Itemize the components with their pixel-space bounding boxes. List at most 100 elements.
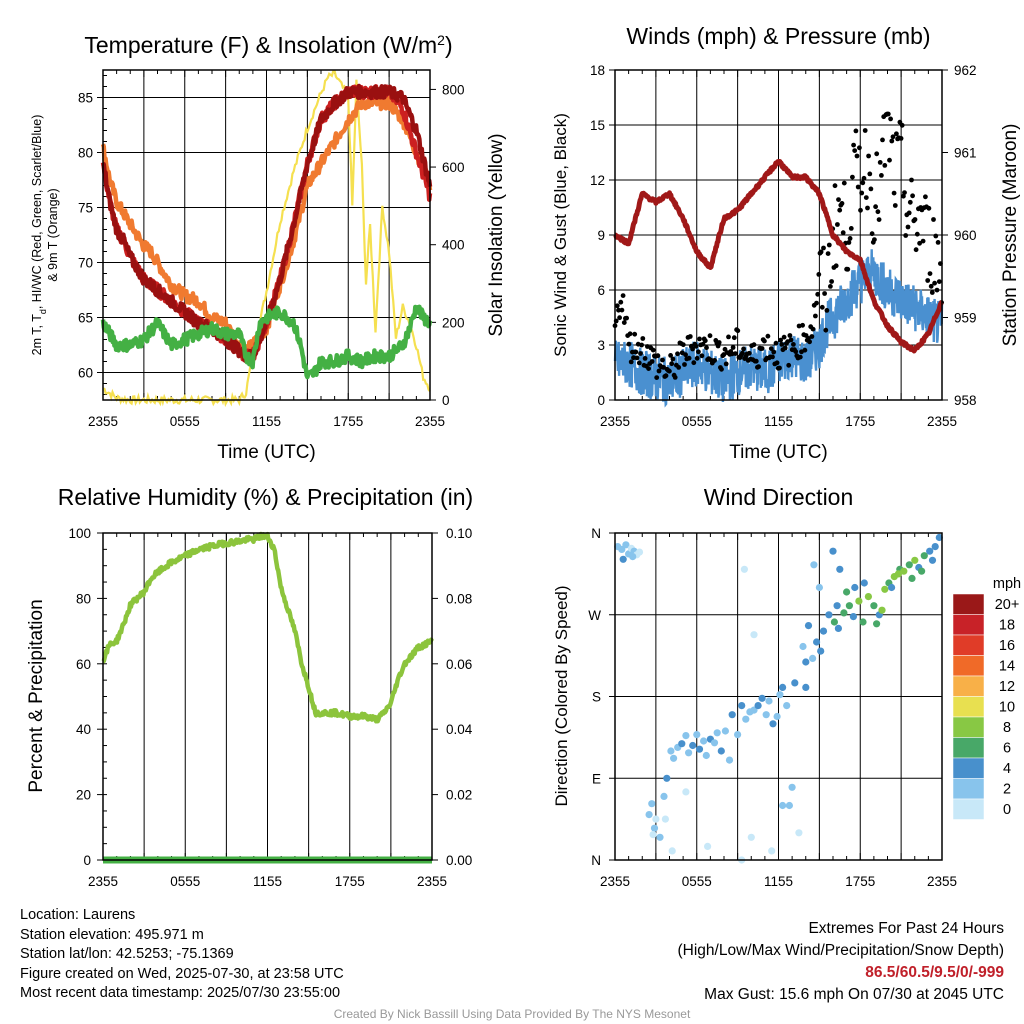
direction-point bbox=[920, 552, 928, 560]
gust-point bbox=[936, 279, 942, 284]
gust-point bbox=[730, 345, 736, 350]
gust-point bbox=[837, 207, 843, 213]
direction-point bbox=[881, 585, 889, 593]
gust-point bbox=[704, 345, 709, 351]
direction-point bbox=[663, 774, 671, 782]
direction-point bbox=[810, 561, 818, 569]
gust-point bbox=[829, 279, 834, 284]
gust-point bbox=[663, 373, 669, 379]
gust-point bbox=[626, 341, 632, 347]
gust-point bbox=[929, 290, 935, 295]
y2-tick-label: 600 bbox=[442, 160, 465, 175]
gust-point bbox=[660, 357, 665, 363]
gust-point bbox=[862, 128, 868, 133]
gust-point bbox=[809, 334, 815, 339]
direction-point bbox=[928, 556, 937, 564]
x-tick-label: 2355 bbox=[417, 874, 447, 889]
y-axis-label: 2m T, Td, HI/WC (Red, Green, Scarlet/Blu… bbox=[30, 115, 48, 356]
gust-point bbox=[923, 194, 928, 200]
gust-point bbox=[733, 351, 738, 356]
gust-point bbox=[693, 343, 699, 349]
gust-point bbox=[683, 352, 688, 358]
gust-point bbox=[859, 190, 865, 196]
direction-point bbox=[849, 613, 858, 621]
panel-3: 2355 0555 1155 1755 2355 0 0.00 20 0.02 40 0.04 60 0… bbox=[26, 484, 473, 889]
direction-point bbox=[661, 815, 670, 823]
extremes-info: Extremes For Past 24 Hours (High/Low/Max… bbox=[678, 918, 1005, 1006]
direction-point bbox=[931, 543, 939, 551]
legend-swatch bbox=[952, 798, 985, 820]
legend-swatch bbox=[952, 716, 985, 738]
y-tick-label: 75 bbox=[78, 201, 93, 216]
direction-point bbox=[779, 683, 787, 692]
direction-point bbox=[750, 631, 758, 639]
gust-point bbox=[636, 360, 642, 366]
gust-point bbox=[828, 284, 833, 289]
gust-point bbox=[822, 291, 827, 296]
gust-point bbox=[756, 364, 761, 370]
gust-point bbox=[731, 335, 737, 341]
legend-label: 18 bbox=[999, 618, 1015, 634]
panel-1: 2355 0555 1155 1755 2355 60 65 70 75 80 85 0 200 400 6… bbox=[30, 32, 507, 463]
gust-point bbox=[632, 331, 638, 337]
x-tick-label: 1755 bbox=[333, 414, 363, 429]
gust-point bbox=[935, 240, 941, 245]
gust-point bbox=[876, 217, 882, 223]
gust-point bbox=[654, 375, 660, 380]
gust-point bbox=[627, 331, 633, 337]
direction-point bbox=[888, 583, 896, 592]
y-tick-label: 65 bbox=[78, 311, 93, 326]
x-tick-label: 2355 bbox=[600, 874, 630, 889]
gust-point bbox=[824, 308, 830, 313]
gust-point bbox=[833, 263, 839, 269]
direction-point bbox=[650, 824, 659, 832]
gust-point bbox=[906, 210, 912, 216]
gust-point bbox=[854, 153, 860, 159]
direction-point bbox=[776, 691, 784, 699]
gust-point bbox=[875, 209, 881, 215]
x-tick-label: 0555 bbox=[682, 874, 712, 889]
gust-point bbox=[642, 356, 648, 361]
legend-label: 0 bbox=[1003, 802, 1011, 818]
gust-point bbox=[700, 341, 706, 347]
x-tick-label: 2355 bbox=[415, 414, 445, 429]
gust-point bbox=[909, 177, 914, 183]
gust-point bbox=[619, 307, 625, 313]
legend-label: 14 bbox=[999, 659, 1015, 675]
direction-point bbox=[779, 801, 787, 810]
gust-point bbox=[759, 346, 765, 351]
gust-point bbox=[825, 251, 831, 256]
x-tick-label: 1755 bbox=[845, 874, 875, 889]
y2-tick-label: 0.02 bbox=[446, 788, 472, 803]
direction-point bbox=[870, 602, 878, 610]
gust-point bbox=[836, 197, 841, 203]
gust-point bbox=[778, 337, 783, 343]
gust-point bbox=[620, 293, 626, 298]
gust-point bbox=[634, 355, 640, 361]
panel-4: 2355 0555 1155 1755 2355 N E S W N Wind Direction D… bbox=[552, 484, 1021, 889]
gust-point bbox=[855, 184, 861, 190]
x-tick-label: 1155 bbox=[764, 874, 793, 889]
direction-point bbox=[795, 829, 803, 837]
y-tick-label: 3 bbox=[597, 338, 605, 353]
gust-point bbox=[788, 337, 794, 343]
direction-point bbox=[618, 545, 626, 554]
legend-swatch bbox=[952, 675, 985, 697]
title-sup: 2 bbox=[437, 32, 445, 48]
gust-point bbox=[661, 365, 666, 370]
x-tick-label: 2355 bbox=[927, 874, 957, 889]
gust-point bbox=[857, 145, 862, 151]
gust-point bbox=[873, 204, 878, 210]
x-tick-label: 1755 bbox=[335, 874, 365, 889]
direction-point bbox=[783, 702, 791, 710]
gust-point bbox=[892, 203, 898, 208]
legend-label: 6 bbox=[1003, 741, 1011, 757]
direction-point bbox=[829, 547, 837, 555]
y-tick-label: 15 bbox=[590, 118, 605, 133]
direction-point bbox=[678, 740, 686, 748]
legend-swatch bbox=[952, 655, 985, 677]
y2-tick-label: 0.00 bbox=[446, 853, 472, 868]
gust-point bbox=[815, 291, 821, 297]
y2-tick-label: 200 bbox=[442, 315, 465, 330]
gust-point bbox=[933, 233, 939, 239]
